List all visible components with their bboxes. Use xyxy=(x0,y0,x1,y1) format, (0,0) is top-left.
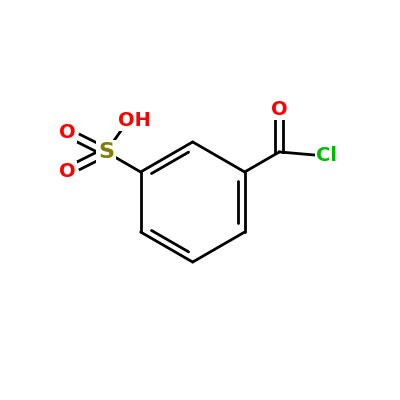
Text: O: O xyxy=(271,100,288,119)
Text: O: O xyxy=(59,162,76,181)
Text: OH: OH xyxy=(118,111,151,130)
Text: Cl: Cl xyxy=(316,146,337,164)
Text: S: S xyxy=(98,142,114,162)
Text: O: O xyxy=(59,123,76,142)
